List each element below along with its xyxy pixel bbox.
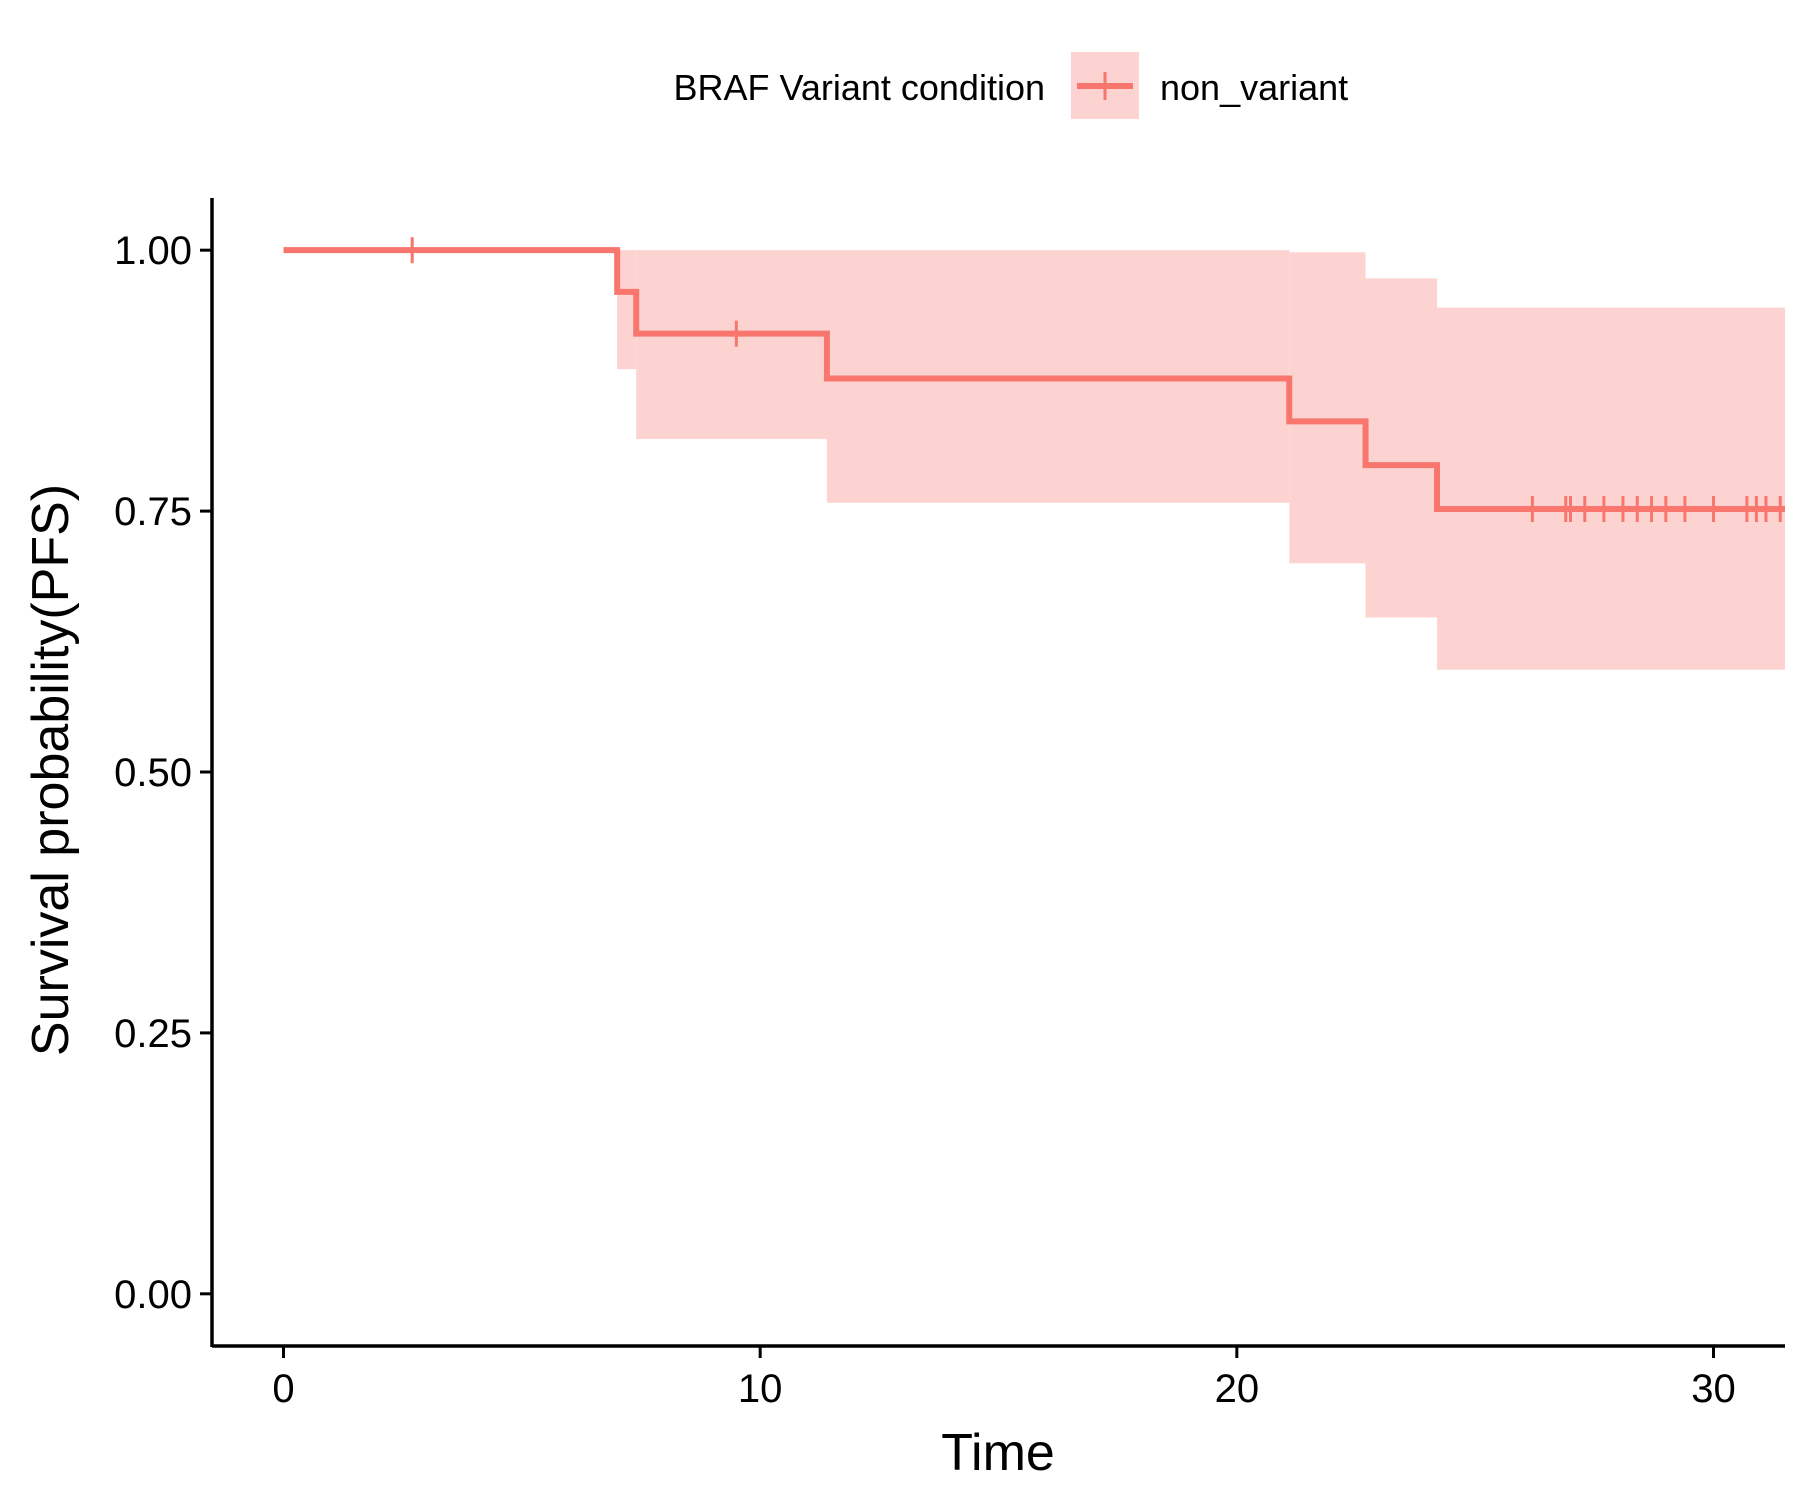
x-tick-label: 30 [1691, 1367, 1736, 1411]
survival-line-layer [283, 247, 1785, 513]
y-tick-label: 1.00 [114, 229, 192, 273]
y-tick-label: 0.75 [114, 490, 192, 534]
x-axis-title: Time [941, 1424, 1055, 1482]
x-tick-label: 10 [738, 1367, 783, 1411]
x-tick-label: 0 [272, 1367, 294, 1411]
confidence-band-segment [1289, 252, 1366, 564]
survival-curve-non_variant [283, 247, 1785, 513]
axes: 0.00 0.25 0.50 0.75 1.00 0 10 20 30 [114, 198, 1785, 1411]
confidence-band-segment [1365, 278, 1438, 618]
confidence-band-segment [1437, 307, 1785, 670]
legend: BRAF Variant condition non_variant [673, 52, 1348, 119]
y-axis-ticks: 0.00 0.25 0.50 0.75 1.00 [114, 229, 212, 1317]
y-tick-label: 0.00 [114, 1273, 192, 1317]
plot-area [283, 237, 1785, 670]
legend-entry-non-variant: non_variant [1160, 67, 1348, 108]
legend-title: BRAF Variant condition [673, 67, 1045, 108]
y-tick-label: 0.50 [114, 751, 192, 795]
y-tick-label: 0.25 [114, 1012, 192, 1056]
confidence-band-segment [617, 250, 637, 370]
x-axis-ticks: 0 10 20 30 [272, 1346, 1736, 1411]
y-axis-title: Survival probability(PFS) [22, 484, 80, 1056]
x-tick-label: 20 [1215, 1367, 1260, 1411]
confidence-band-segment [636, 250, 827, 440]
confidence-band-layer [617, 250, 1785, 670]
censor-marks-layer [410, 237, 1782, 523]
